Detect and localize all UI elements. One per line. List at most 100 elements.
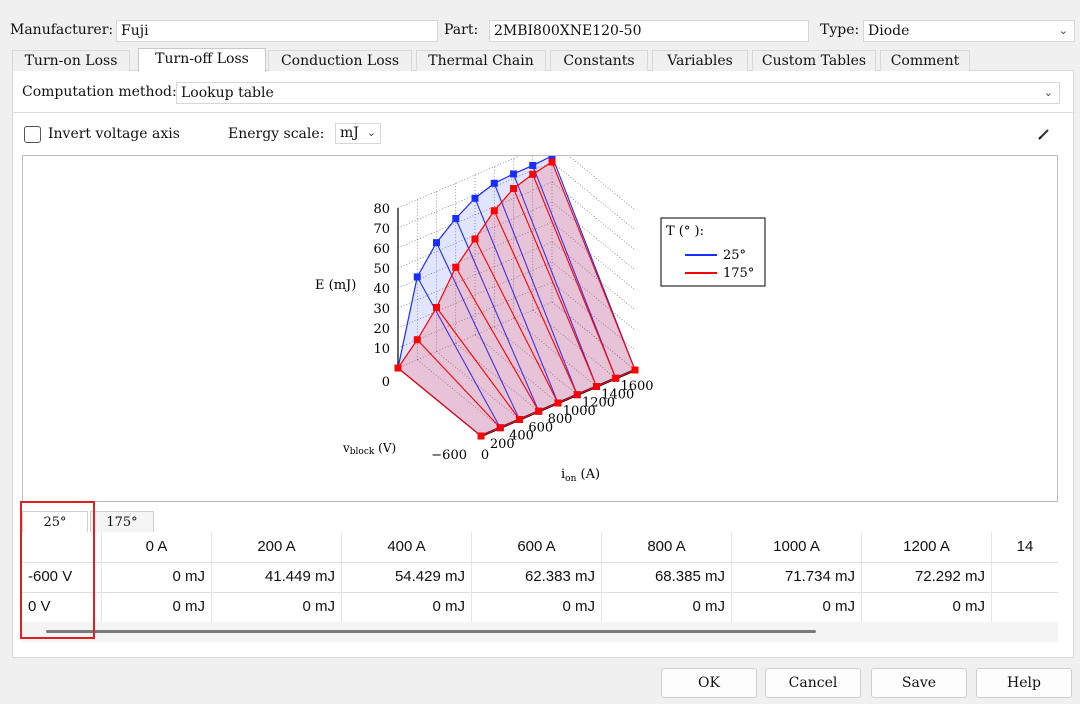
data-point: [510, 185, 517, 192]
table-cell[interactable]: 0 mJ: [732, 592, 862, 622]
tab-turn-off-loss[interactable]: Turn-off Loss: [138, 48, 266, 72]
computation-method-select[interactable]: Lookup table ⌄: [176, 82, 1060, 104]
tab-variables[interactable]: Variables: [652, 50, 748, 71]
table-cell[interactable]: 0 mJ: [862, 592, 992, 622]
invert-voltage-label: Invert voltage axis: [48, 126, 180, 142]
pencil-icon[interactable]: [1037, 127, 1051, 141]
surface-fill: [398, 162, 635, 436]
energy-scale-select[interactable]: mJ ⌄: [335, 123, 381, 144]
data-point: [573, 391, 581, 399]
data-point: [433, 239, 440, 247]
data-point: [631, 366, 639, 374]
data-point: [471, 194, 479, 202]
grid-line: [397, 301, 553, 369]
surface-rib: [436, 307, 520, 420]
save-button[interactable]: Save: [871, 668, 967, 698]
table-cell[interactable]: [992, 592, 1058, 622]
table-cell[interactable]: [992, 562, 1058, 592]
data-point: [452, 214, 460, 222]
part-label: Part:: [444, 22, 479, 38]
surface-rib: [493, 183, 578, 395]
surface-rib: [416, 339, 501, 429]
horizontal-scrollbar[interactable]: [22, 622, 1058, 642]
i-tick-label: 1600: [620, 379, 653, 394]
table-cell[interactable]: 0 mJ: [102, 562, 212, 592]
cancel-button[interactable]: Cancel: [765, 668, 861, 698]
manufacturer-label: Manufacturer:: [10, 22, 114, 38]
tab-conduction-loss[interactable]: Conduction Loss: [268, 50, 412, 71]
data-point: [529, 161, 537, 169]
table-cell[interactable]: 0 mJ: [472, 592, 602, 622]
tab-custom-tables[interactable]: Custom Tables: [752, 50, 876, 71]
scrollbar-thumb[interactable]: [46, 630, 816, 633]
surface-rib: [474, 198, 559, 404]
subtab-25[interactable]: 25°: [22, 511, 88, 533]
data-point: [413, 336, 421, 344]
column-header: 800 A: [602, 532, 732, 562]
surface-rib: [436, 242, 520, 420]
subtab-175[interactable]: 175°: [90, 511, 154, 533]
table-cell[interactable]: 0 mJ: [342, 592, 472, 622]
table-cell[interactable]: 54.429 mJ: [342, 562, 472, 592]
manufacturer-field[interactable]: Fuji: [116, 20, 438, 42]
invert-voltage-checkbox[interactable]: [24, 126, 41, 143]
divider: [12, 112, 1074, 113]
z-tick-label: 70: [373, 222, 390, 237]
legend-title: T (° ):: [666, 224, 704, 239]
table-cell[interactable]: 0 mJ: [102, 592, 212, 622]
table-cell[interactable]: 68.385 mJ: [602, 562, 732, 592]
grid-line: [397, 261, 553, 329]
i-tick-label: 600: [528, 420, 553, 435]
part-field[interactable]: 2MBI800XNE120-50: [489, 20, 809, 42]
data-point: [612, 374, 620, 382]
table-cell[interactable]: 71.734 mJ: [732, 562, 862, 592]
surface-rib: [474, 238, 559, 404]
plot-area[interactable]: 80 70 60 50 40 30 20 10 0 −600 0 200 400 600 800 1000 12…: [22, 141, 1058, 502]
data-point: [477, 432, 485, 440]
v-tick-label: −600: [431, 448, 467, 463]
chevron-down-icon: ⌄: [1058, 24, 1068, 37]
data-point: [510, 170, 517, 178]
grid-line: [397, 181, 553, 249]
column-header: 1200 A: [862, 532, 992, 562]
type-select[interactable]: Diode ⌄: [863, 20, 1075, 42]
data-point: [413, 273, 421, 281]
table-cell[interactable]: 41.449 mJ: [212, 562, 342, 592]
legend-box: [660, 217, 766, 287]
tab-turn-on-loss[interactable]: Turn-on Loss: [12, 50, 130, 71]
table-cell[interactable]: 72.292 mJ: [862, 562, 992, 592]
column-header: 14: [1016, 538, 1034, 555]
table-cell[interactable]: 62.383 mJ: [472, 562, 602, 592]
surface-rib: [512, 188, 598, 387]
help-button[interactable]: Help: [976, 668, 1072, 698]
row-divider: [22, 562, 1058, 563]
tab-constants[interactable]: Constants: [550, 50, 648, 71]
surface-rib: [551, 161, 636, 371]
grid-line: [397, 201, 553, 269]
column-header: 1000 A: [732, 532, 862, 562]
chevron-down-icon: ⌄: [1043, 86, 1053, 99]
lookup-table: 0 A 200 A 400 A 600 A 800 A 1000 A 1200 …: [22, 532, 1058, 642]
data-point: [490, 207, 498, 215]
grid-line: [397, 161, 553, 229]
grid-line: [397, 221, 553, 289]
table-cell[interactable]: 0 mJ: [212, 592, 342, 622]
legend-label: 175°: [723, 266, 754, 281]
tab-comment[interactable]: Comment: [880, 50, 970, 71]
table-cell[interactable]: 0 mJ: [602, 592, 732, 622]
tab-thermal-chain[interactable]: Thermal Chain: [416, 50, 546, 71]
chevron-down-icon: ⌄: [366, 126, 376, 139]
surface-rib: [532, 165, 617, 379]
i-tick-label: 200: [490, 437, 515, 452]
row-header: -600 V: [22, 562, 102, 592]
surface-rib: [493, 210, 578, 395]
ok-button[interactable]: OK: [661, 668, 757, 698]
z-tick-label: 20: [373, 322, 390, 337]
surface-rib: [416, 276, 501, 429]
column-header: 400 A: [342, 532, 472, 562]
data-point: [535, 407, 543, 415]
row-header: 0 V: [22, 592, 102, 622]
computation-method-label: Computation method:: [22, 84, 177, 100]
data-point: [516, 416, 523, 423]
